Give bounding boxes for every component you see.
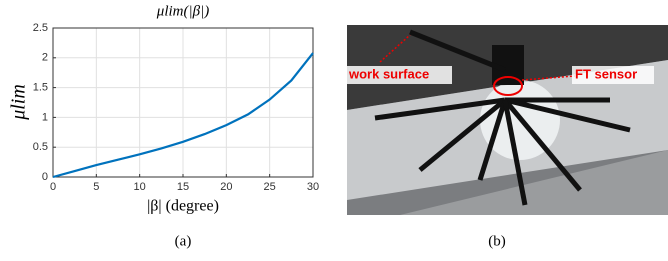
photo-label: FT sensor	[575, 66, 637, 81]
y-tick-label: 1	[42, 111, 48, 123]
x-tick-label: 5	[93, 181, 99, 193]
figure: μlim(|β|) |β| (degree) μlim work surface…	[0, 0, 668, 261]
x-tick-label: 25	[264, 181, 276, 193]
y-tick-label: 1.5	[33, 82, 48, 94]
y-tick-label: 2	[42, 52, 48, 64]
y-axis-label: μlim	[8, 84, 30, 121]
chart-title: μlim(|β|)	[156, 3, 209, 19]
photo-label: work surface	[348, 66, 429, 81]
caption: (b)	[488, 233, 506, 249]
x-tick-label: 30	[307, 181, 319, 193]
x-axis-label: |β| (degree)	[147, 198, 219, 215]
x-tick-label: 0	[50, 181, 56, 193]
y-tick-label: 2.5	[33, 22, 48, 34]
photo	[346, 25, 668, 215]
y-tick-label: 0.5	[33, 141, 48, 153]
x-tick-label: 15	[177, 181, 189, 193]
y-tick-label: 0	[42, 171, 48, 183]
caption: (a)	[175, 233, 192, 249]
x-tick-label: 10	[134, 181, 146, 193]
x-tick-label: 20	[220, 181, 232, 193]
